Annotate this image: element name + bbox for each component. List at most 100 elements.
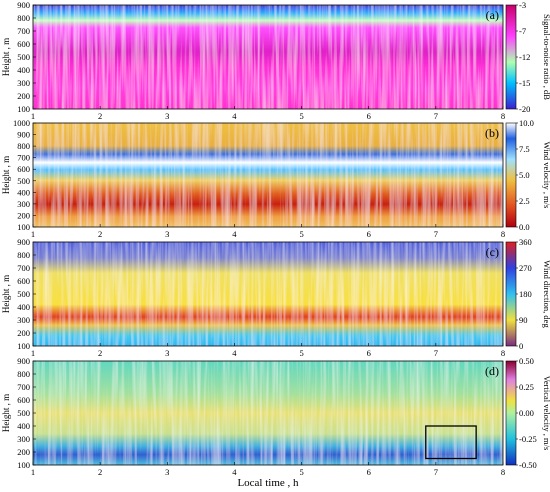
- y-tick-label: 600: [17, 276, 30, 286]
- colorbar-tick-label: 5.0: [519, 170, 530, 180]
- plot-frame-b: [32, 122, 504, 228]
- x-tick-label: 2: [98, 111, 102, 121]
- x-tick-label: 7: [434, 229, 438, 239]
- y-tick-label: 200: [17, 91, 30, 101]
- y-tick-label: 200: [17, 210, 30, 220]
- x-tick-label: 1: [31, 111, 35, 121]
- colorbar-label-a: Signal-to-noise ratio , dB: [542, 14, 550, 100]
- panel-label-d: (d): [485, 364, 499, 378]
- x-tick-label: 8: [501, 229, 505, 239]
- x-tick-label: 5: [299, 467, 303, 477]
- panel-label-c: (c): [486, 245, 499, 259]
- colorbar-tick-label: 10.0: [519, 118, 534, 128]
- x-tick-label: 2: [98, 467, 102, 477]
- x-axis-label: Local time , h: [237, 477, 299, 489]
- colorbar-tick-label: 0.0: [519, 222, 530, 232]
- x-tick-label: 1: [31, 229, 35, 239]
- y-tick-label: 300: [17, 315, 30, 325]
- colorbar-tick-label: -0.25: [519, 434, 537, 444]
- colorbar-label-c: Wind direction, deg: [542, 260, 550, 328]
- y-tick-label: 700: [17, 153, 30, 163]
- y-tick-label: 100: [17, 341, 30, 351]
- panel-label-b: (b): [485, 126, 499, 140]
- x-tick-label: 5: [299, 111, 303, 121]
- x-tick-label: 5: [299, 348, 303, 358]
- y-tick-label: 900: [17, 0, 30, 10]
- y-tick-label: 100: [17, 460, 30, 470]
- y-tick-label: 200: [17, 328, 30, 338]
- x-tick-label: 6: [367, 467, 371, 477]
- y-axis-label-c: Height , m: [1, 275, 11, 313]
- x-tick-label: 5: [299, 229, 303, 239]
- x-tick-label: 7: [434, 467, 438, 477]
- x-tick-label: 2: [98, 229, 102, 239]
- x-tick-label: 6: [367, 111, 371, 121]
- panel-a: (a) 100 200 300 400 500 600 700 800 900 Height , m…: [1, 0, 550, 121]
- colorbar-tick-label: -3: [519, 0, 526, 10]
- y-axis-label-d: Height , m: [1, 394, 11, 432]
- y-tick-label: 500: [17, 289, 30, 299]
- colorbar-tick-label: 360: [519, 237, 532, 247]
- y-tick-label: 400: [17, 302, 30, 312]
- y-tick-label: 500: [17, 176, 30, 186]
- colorbar-tick-label: 0.50: [519, 356, 534, 366]
- x-tick-label: 3: [165, 348, 169, 358]
- y-tick-label: 300: [17, 78, 30, 88]
- colorbar-tick-label: 90: [519, 315, 528, 325]
- y-tick-label: 900: [17, 356, 30, 366]
- x-tick-label: 3: [165, 111, 169, 121]
- x-tick-label: 2: [98, 348, 102, 358]
- colorbar-tick-label: 2.5: [519, 196, 530, 206]
- y-axis-label-b: Height , m: [1, 156, 11, 194]
- y-tick-label: 800: [17, 13, 30, 23]
- y-tick-label: 100: [17, 222, 30, 232]
- heatmap-c: [33, 242, 503, 346]
- colorbar-a: [505, 4, 517, 110]
- y-tick-label: 900: [17, 130, 30, 140]
- panel-d: (d) 100 200 300 400 500 600 700 800 900 Height , m…: [1, 356, 550, 477]
- colorbar-tick-label: 0.25: [519, 382, 534, 392]
- x-tick-label: 6: [367, 229, 371, 239]
- x-tick-label: 6: [367, 348, 371, 358]
- colorbar-tick-label: -7: [519, 26, 526, 36]
- heatmap-d: [33, 361, 503, 465]
- y-tick-label: 800: [17, 141, 30, 151]
- y-tick-label: 700: [17, 26, 30, 36]
- y-tick-label: 500: [17, 52, 30, 62]
- y-tick-label: 700: [17, 382, 30, 392]
- colorbar-tick-label: 0.00: [519, 408, 534, 418]
- y-tick-label: 200: [17, 447, 30, 457]
- y-axis-label-a: Height , m: [1, 38, 11, 76]
- colorbar-label-d: Vertical velocity , m/s: [542, 376, 550, 451]
- colorbar-tick-label: 270: [519, 263, 532, 273]
- y-tick-label: 300: [17, 199, 30, 209]
- colorbar-label-b: Wind velocity , m/s: [542, 142, 550, 209]
- colorbar-d: [505, 360, 517, 466]
- y-tick-label: 400: [17, 187, 30, 197]
- x-tick-label: 7: [434, 348, 438, 358]
- y-tick-label: 600: [17, 395, 30, 405]
- x-tick-label: 8: [501, 467, 505, 477]
- y-tick-label: 400: [17, 421, 30, 431]
- heatmap-b: [33, 123, 503, 227]
- y-tick-label: 800: [17, 250, 30, 260]
- x-tick-label: 1: [31, 348, 35, 358]
- colorbar-tick-label: 7.5: [519, 144, 530, 154]
- x-tick-label: 8: [501, 348, 505, 358]
- colorbar-tick-label: 180: [519, 289, 532, 299]
- x-tick-label: 4: [232, 467, 237, 477]
- x-tick-label: 4: [232, 229, 237, 239]
- y-tick-label: 1000: [13, 118, 30, 128]
- colorbar-tick-label: -0.50: [519, 460, 537, 470]
- x-tick-label: 8: [501, 111, 505, 121]
- panel-label-a: (a): [486, 8, 499, 22]
- highlight-box: [425, 425, 477, 460]
- colorbar-tick-label: -20: [519, 104, 530, 114]
- heatmap-a: [33, 5, 503, 109]
- y-tick-label: 900: [17, 237, 30, 247]
- y-tick-label: 800: [17, 369, 30, 379]
- x-tick-label: 4: [232, 111, 237, 121]
